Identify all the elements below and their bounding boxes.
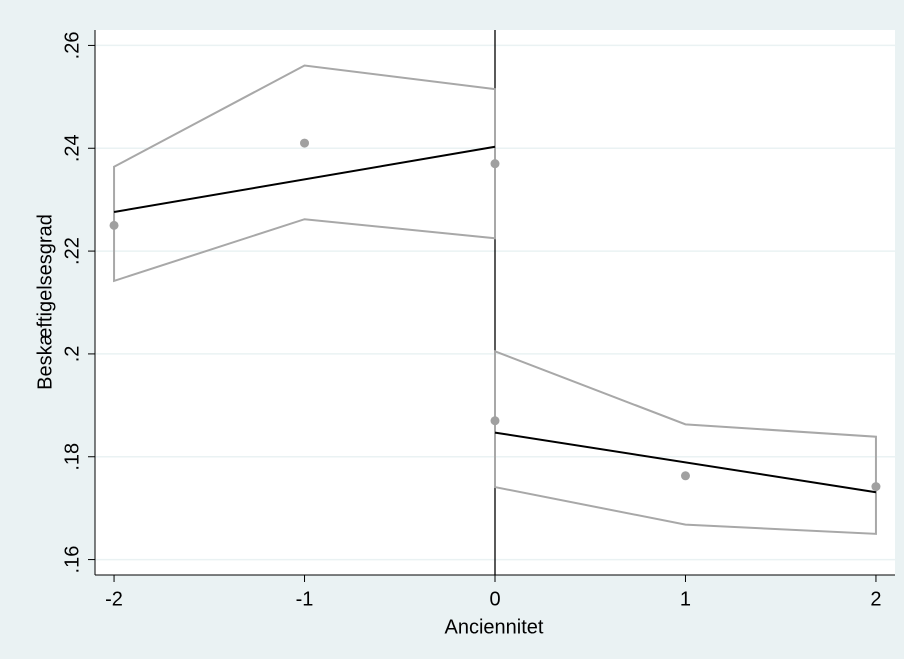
data-point (490, 416, 500, 426)
y-tick-label: .2 (61, 346, 83, 363)
x-tick-label: 2 (870, 588, 881, 610)
data-point (680, 471, 690, 481)
data-point (871, 482, 881, 492)
fit-line (494, 431, 877, 494)
y-tick-label: .16 (61, 546, 83, 574)
x-tick-label: -2 (105, 588, 123, 610)
x-tick-label: 0 (489, 588, 500, 610)
x-tick-label: -1 (296, 588, 314, 610)
y-tick-label: .22 (61, 237, 83, 265)
data-point (490, 159, 500, 169)
data-point (300, 138, 310, 148)
x-axis-label: Anciennitet (445, 616, 544, 638)
x-tick-label: 1 (680, 588, 691, 610)
ci-band (113, 64, 496, 283)
y-tick-label: .26 (61, 32, 83, 60)
data-point (109, 220, 119, 230)
y-axis-label: Beskæftigelsesgrad (34, 214, 56, 390)
ci-band (494, 349, 877, 535)
y-tick-label: .24 (61, 134, 83, 162)
y-tick-label: .18 (61, 443, 83, 471)
fit-line (113, 145, 496, 213)
